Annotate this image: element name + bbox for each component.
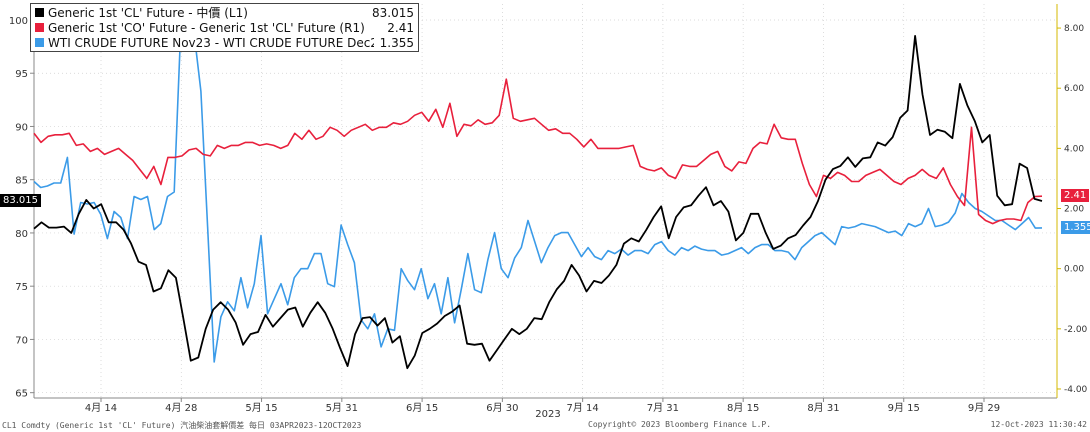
legend-swatch-red <box>35 23 44 32</box>
legend-label: WTI CRUDE FUTURE Nov23 - WTI CRUDE FUTUR… <box>48 35 374 50</box>
legend-value: 83.015 <box>372 5 414 20</box>
right-tick-label: 2.00 <box>1064 205 1084 215</box>
left-tick-label: 100 <box>9 16 28 27</box>
legend-entry-cl-mid[interactable]: Generic 1st 'CL' Future - 中價 (L1) 83.015 <box>35 5 414 20</box>
series-line-co-cl-spread <box>33 78 1043 225</box>
series-layer <box>33 18 1043 370</box>
axis-layer: 65 70 75 80 85 90 95 100 -4.00 -2.00 0.00 2.00 4.00 6… <box>9 4 1088 414</box>
x-tick-label: 6月 15 <box>406 402 438 414</box>
legend-label: Generic 1st 'CL' Future - 中價 (L1) <box>48 6 248 20</box>
footer-timestamp: 12-Oct-2023 11:30:42 <box>990 420 1087 429</box>
x-tick-label: 8月 31 <box>807 402 839 414</box>
grid-layer <box>34 4 1057 398</box>
right-tick-label: 8.00 <box>1064 24 1084 34</box>
last-value-flag-red: 2.41 <box>1061 189 1090 203</box>
footer-security-info: CL1 Comdty (Generic 1st 'CL' Future) 汽油柴… <box>2 421 362 430</box>
left-tick-label: 95 <box>15 69 28 80</box>
left-tick-label: 90 <box>15 122 28 133</box>
x-tick-label: 4月 28 <box>165 402 197 414</box>
x-tick-label: 4月 14 <box>85 402 117 414</box>
last-value-flag-blue: 1.355 <box>1061 220 1090 234</box>
legend[interactable]: Generic 1st 'CL' Future - 中價 (L1) 83.015… <box>30 3 419 52</box>
right-tick-label: -4.00 <box>1064 385 1088 395</box>
series-line-cl-mid <box>33 35 1043 370</box>
legend-entry-co-cl-spread[interactable]: Generic 1st 'CO' Future - Generic 1st 'C… <box>35 20 414 35</box>
legend-value: 2.41 <box>387 20 414 35</box>
x-tick-label: 9月 15 <box>888 402 920 414</box>
left-tick-label: 85 <box>15 176 28 187</box>
x-tick-label: 9月 29 <box>968 402 1000 414</box>
x-tick-label: 7月 31 <box>647 402 679 414</box>
left-tick-label: 80 <box>15 229 28 240</box>
footer-copyright: Copyright© 2023 Bloomberg Finance L.P. <box>588 420 772 429</box>
x-tick-label: 8月 15 <box>727 402 759 414</box>
right-tick-label: 6.00 <box>1064 84 1084 94</box>
right-tick-label: 0.00 <box>1064 265 1084 275</box>
series-line-nov-dec-spread <box>33 18 1043 363</box>
right-tick-label: 4.00 <box>1064 144 1084 154</box>
legend-value: 1.355 <box>379 35 414 50</box>
right-tick-label: -2.00 <box>1064 325 1088 335</box>
legend-label: Generic 1st 'CO' Future - Generic 1st 'C… <box>48 20 365 35</box>
x-tick-label: 6月 30 <box>486 402 518 414</box>
x-tick-label: 5月 31 <box>326 402 358 414</box>
x-axis-year-label: 2023 <box>535 409 560 420</box>
legend-swatch-blue <box>35 38 44 47</box>
x-tick-label: 5月 15 <box>245 402 277 414</box>
left-tick-label: 65 <box>15 389 28 400</box>
legend-entry-nov-dec-spread[interactable]: WTI CRUDE FUTURE Nov23 - WTI CRUDE FUTUR… <box>35 35 414 50</box>
last-value-flag-left: 83.015 <box>0 194 41 207</box>
legend-swatch-black <box>35 8 44 17</box>
x-tick-label: 7月 14 <box>567 402 599 414</box>
left-tick-label: 75 <box>15 282 28 293</box>
left-tick-label: 70 <box>15 335 28 346</box>
